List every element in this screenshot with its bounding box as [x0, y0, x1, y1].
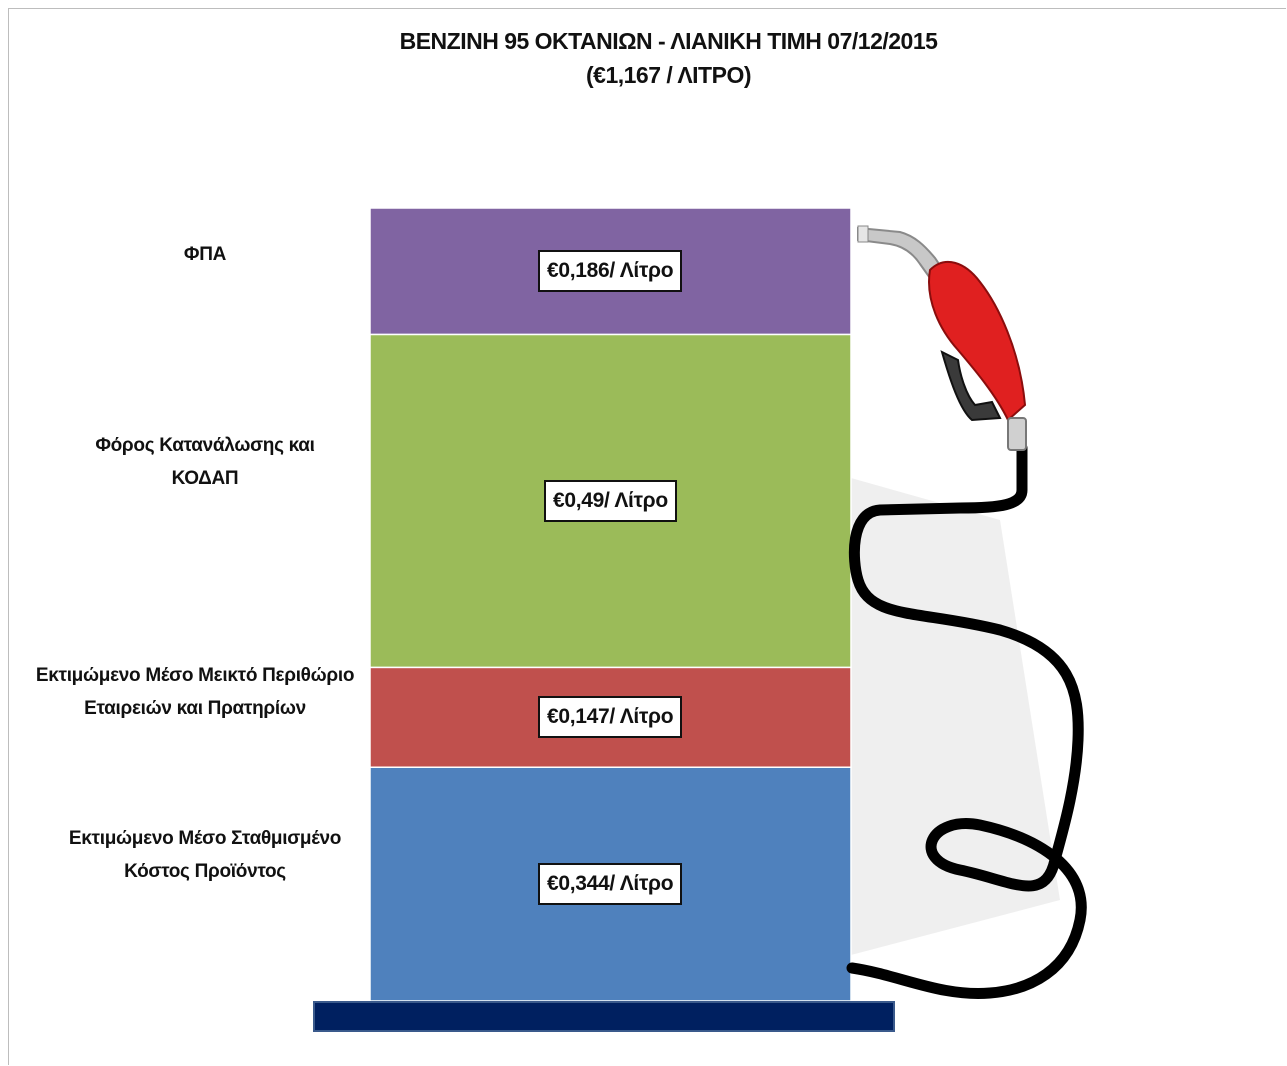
category-label-tax: Φόρος Κατανάλωσης και ΚΟΔΑΠ — [0, 429, 415, 495]
value-label-tax: €0,49/ Λίτρο — [544, 479, 677, 522]
category-label-line: Κόστος Προϊόντος — [124, 861, 286, 883]
chart-title: ΒΕΝΖΙΝΗ 95 ΟΚΤΑΝΙΩΝ - ΛΙΑΝΙΚΗ ΤΙΜΗ 07/12… — [399, 28, 938, 54]
category-label-margin: Εκτιμώμενο Μέσο Μεικτό Περιθώριο Εταιρειώ… — [0, 659, 405, 725]
category-label-line: Εκτιμώμενο Μέσο Σταθμισμένο — [68, 828, 342, 850]
pump-base — [313, 1001, 895, 1032]
value-label-margin: €0,147/ Λίτρο — [538, 696, 683, 739]
value-label-cost: €0,344/ Λίτρο — [538, 863, 683, 906]
category-label-line: ΚΟΔΑΠ — [171, 468, 239, 490]
category-label-cost: Εκτιμώμενο Μέσο Σταθμισμένο Κόστος Προϊόν… — [0, 822, 415, 888]
category-label-line: Φόρος Κατανάλωσης και — [95, 435, 315, 457]
category-label-line: Εταιρειών και Πρατηρίων — [84, 698, 306, 720]
chart-subtitle: (€1,167 / ΛΙΤΡΟ) — [586, 62, 752, 88]
category-label-line: ΦΠΑ — [183, 244, 227, 265]
value-label-vat: €0,186/ Λίτρο — [538, 250, 683, 293]
chart-title-block: ΒΕΝΖΙΝΗ 95 ΟΚΤΑΝΙΩΝ - ΛΙΑΝΙΚΗ ΤΙΜΗ 07/12… — [0, 24, 1287, 92]
fuel-hose — [846, 442, 1087, 999]
category-label-vat: ΦΠΑ — [0, 238, 415, 271]
category-label-line: Εκτιμώμενο Μέσο Μεικτό Περιθώριο — [35, 665, 355, 687]
fuel-nozzle-icon — [857, 225, 1027, 451]
chart-frame — [8, 8, 1286, 1065]
